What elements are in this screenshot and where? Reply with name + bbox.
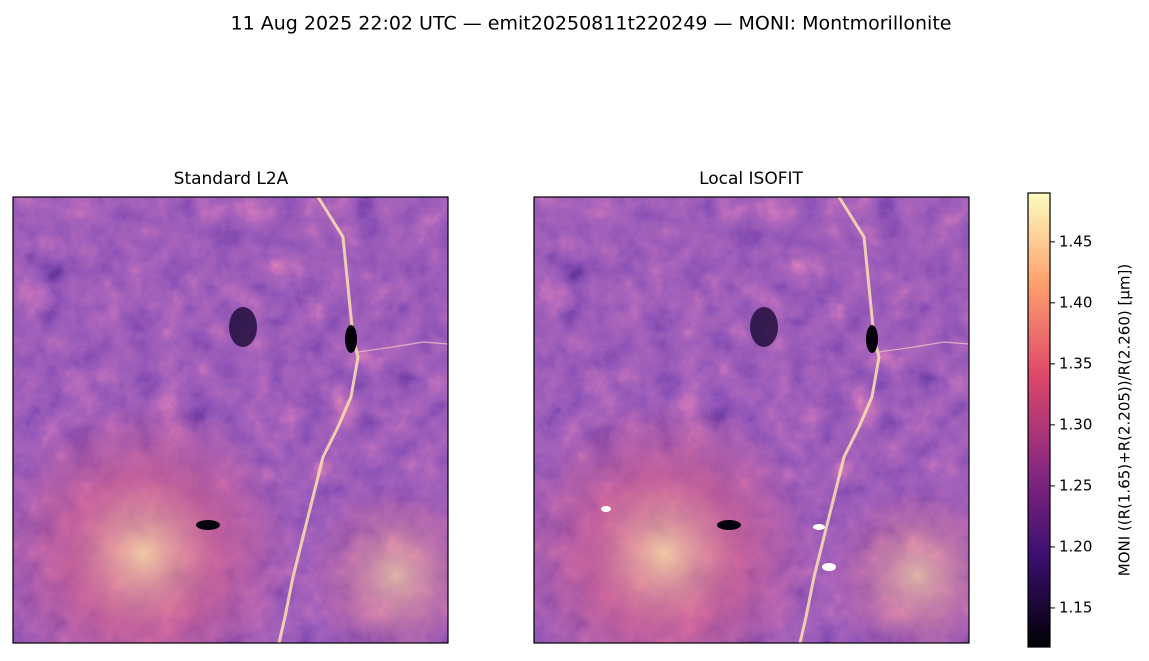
panel-frame bbox=[533, 196, 970, 644]
tick-label: 1.15 bbox=[1059, 598, 1092, 616]
figure-title: 11 Aug 2025 22:02 UTC — emit20250811t220… bbox=[231, 13, 952, 35]
tick-label: 1.30 bbox=[1059, 415, 1092, 433]
panel-image bbox=[534, 197, 969, 643]
tick-label: 1.20 bbox=[1059, 537, 1092, 555]
panel-title: Local ISOFIT bbox=[699, 169, 803, 189]
colorbar bbox=[1027, 192, 1051, 648]
panel-frame bbox=[12, 196, 449, 644]
tick-label: 1.25 bbox=[1059, 476, 1092, 494]
panel-title: Standard L2A bbox=[174, 169, 289, 189]
panel-image bbox=[13, 197, 448, 643]
tick-label: 1.40 bbox=[1059, 293, 1092, 311]
tick-label: 1.35 bbox=[1059, 354, 1092, 372]
tick-label: 1.45 bbox=[1059, 232, 1092, 250]
colorbar-label: MONI ((R(1.65)+R(2.205))/R(2.260) [µm]) bbox=[1116, 264, 1134, 576]
